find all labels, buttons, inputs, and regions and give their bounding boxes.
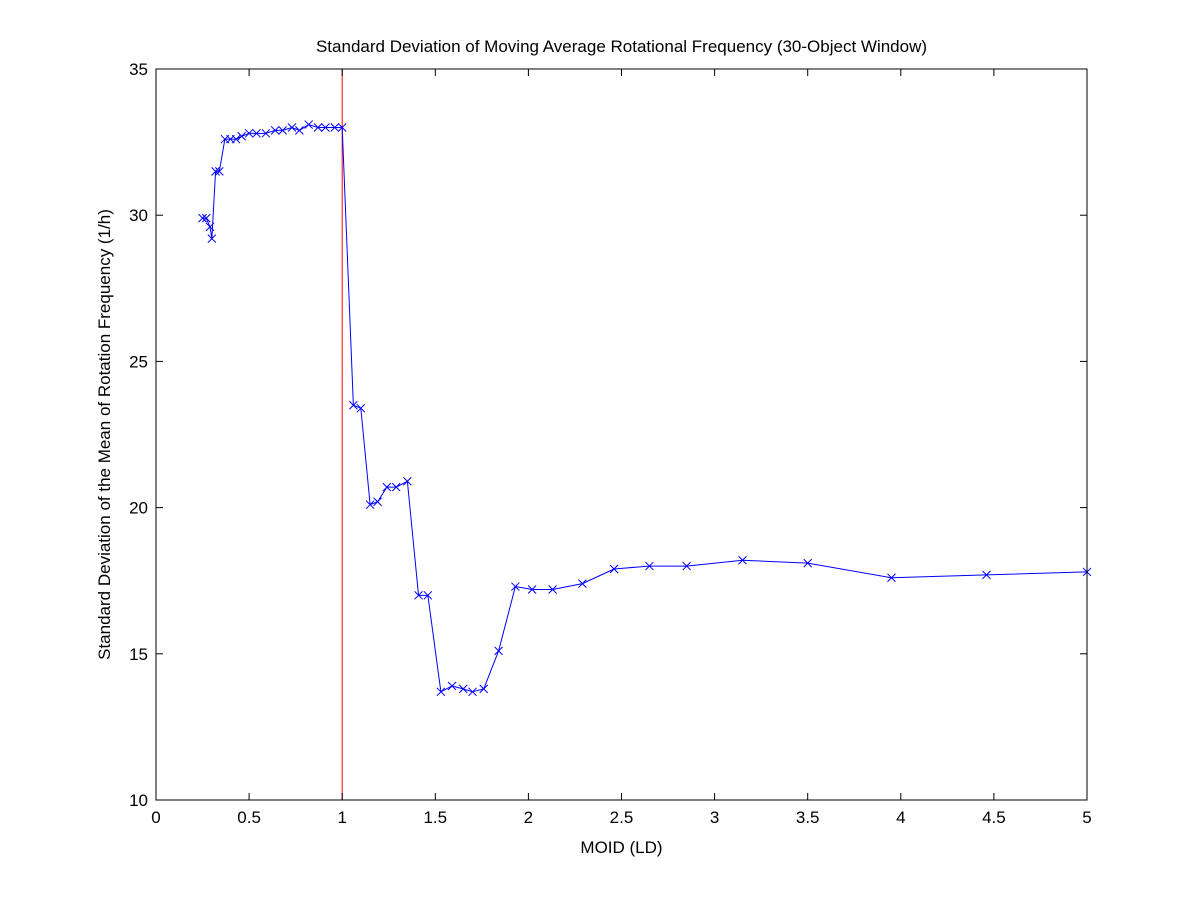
x-tick-label: 1 (337, 808, 346, 827)
data-point-marker (237, 131, 247, 141)
data-point-marker (458, 684, 468, 694)
data-point-marker (261, 128, 271, 138)
ticks: 0 0.5 1 1.5 2 2.5 3 3.5 4 4.5 5 10 15 20 25 30 35 (129, 60, 1092, 827)
y-tick-label: 30 (129, 206, 148, 225)
data-point-marker (337, 123, 347, 132)
x-tick-label: 4.5 (982, 808, 1006, 827)
data-point-marker (414, 590, 423, 600)
data-point-marker (423, 590, 433, 600)
x-tick-label: 5 (1082, 808, 1091, 827)
data-point-marker (447, 681, 457, 691)
data-point-marker (205, 222, 215, 232)
y-tick-label: 10 (129, 791, 148, 810)
data-point-marker (578, 579, 587, 588)
x-tick-label: 2.5 (610, 808, 634, 827)
plot-area (156, 69, 1087, 800)
data-point-marker (214, 166, 224, 176)
data-point-marker (391, 482, 401, 492)
series-0 (198, 120, 1092, 697)
data-point-marker (244, 128, 254, 138)
data-point-marker (287, 123, 297, 132)
data-point-marker (682, 561, 692, 571)
data-point-marker (270, 126, 280, 135)
data-point-marker (231, 134, 241, 144)
data-point-marker (201, 213, 211, 223)
x-axis-label: MOID (LD) (580, 838, 662, 857)
y-tick-label: 35 (129, 60, 148, 79)
chart-title: Standard Deviation of Moving Average Rot… (316, 37, 927, 56)
data-point-marker (803, 558, 813, 568)
data-point-marker (479, 684, 489, 694)
data-point-marker (304, 120, 314, 129)
data-point-marker (436, 687, 446, 697)
data-point-marker (330, 123, 340, 132)
data-point-marker (887, 573, 896, 583)
data-point-marker (468, 687, 477, 697)
data-point-marker (527, 585, 537, 594)
y-tick-label: 20 (129, 499, 148, 518)
data-point-marker (373, 497, 382, 507)
x-tick-label: 3 (710, 808, 719, 827)
data-point-marker (403, 476, 412, 486)
data-point-marker (982, 570, 991, 580)
data-point-marker (356, 403, 366, 413)
x-tick-label: 4 (896, 808, 905, 827)
y-tick-label: 25 (129, 352, 148, 371)
data-point-marker (609, 564, 619, 574)
x-tick-label: 1.5 (423, 808, 447, 827)
data-point-marker (494, 646, 503, 656)
x-tick-label: 2 (524, 808, 533, 827)
data-point-marker (313, 123, 323, 132)
series-layer (198, 120, 1092, 697)
y-tick-label: 15 (129, 645, 148, 664)
data-point-marker (252, 128, 261, 138)
data-point-marker (295, 126, 304, 135)
data-point-marker (321, 123, 330, 132)
data-point-marker (511, 582, 520, 591)
data-point-marker (738, 555, 747, 565)
x-tick-label: 0 (151, 808, 160, 827)
x-tick-label: 3.5 (796, 808, 820, 827)
data-point-marker (645, 561, 654, 571)
data-point-marker (349, 400, 358, 410)
data-point-marker (211, 166, 220, 176)
data-point-marker (278, 126, 287, 135)
data-point-marker (548, 585, 557, 594)
data-point-marker (382, 482, 392, 492)
y-axis-label: Standard Deviation of the Mean of Rotati… (95, 209, 114, 660)
data-point-marker (207, 234, 217, 243)
data-point-marker (365, 500, 375, 510)
data-point-marker (198, 213, 207, 223)
x-tick-label: 0.5 (237, 808, 261, 827)
